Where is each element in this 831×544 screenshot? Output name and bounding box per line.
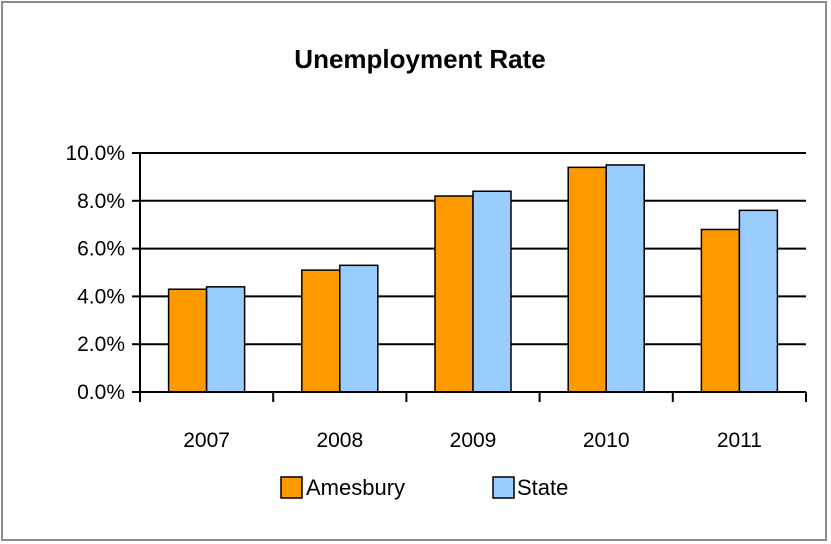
y-tick-label: 2.0% — [77, 333, 125, 356]
axes — [132, 152, 807, 402]
y-tick-label: 6.0% — [77, 238, 125, 261]
bar-state-2010 — [605, 164, 645, 393]
legend-swatch-state — [492, 476, 515, 499]
x-tick-label: 2007 — [183, 429, 230, 452]
bar-state-2008 — [339, 264, 379, 393]
y-tick-label: 10.0% — [65, 142, 125, 165]
y-tick-label: 4.0% — [77, 285, 125, 308]
legend-label-state: State — [517, 475, 568, 500]
legend-label-amesbury: Amesbury — [306, 475, 405, 500]
legend: Amesbury State — [280, 475, 568, 500]
y-tick-label: 0.0% — [77, 381, 125, 404]
bars — [167, 164, 779, 393]
bar-amesbury-2007 — [167, 288, 208, 393]
x-tick-label: 2009 — [450, 429, 497, 452]
x-tick-label: 2008 — [316, 429, 363, 452]
chart-title: Unemployment Rate — [294, 44, 545, 74]
bar-amesbury-2009 — [434, 195, 474, 393]
y-tick-labels: 0.0% 2.0% 4.0% 6.0% 8.0% 10.0% — [65, 142, 125, 404]
legend-swatch-amesbury — [280, 476, 303, 499]
y-tick-label: 8.0% — [77, 190, 125, 213]
x-tick-labels: 2007 2008 2009 2010 2011 — [183, 429, 762, 452]
x-tick-label: 2011 — [717, 429, 762, 452]
bar-state-2011 — [738, 209, 779, 393]
bar-state-2009 — [472, 190, 512, 393]
bar-amesbury-2010 — [567, 166, 607, 393]
bar-amesbury-2011 — [700, 228, 741, 393]
bar-state-2007 — [205, 286, 246, 393]
x-tick-label: 2010 — [583, 429, 630, 452]
bar-amesbury-2008 — [301, 269, 341, 393]
